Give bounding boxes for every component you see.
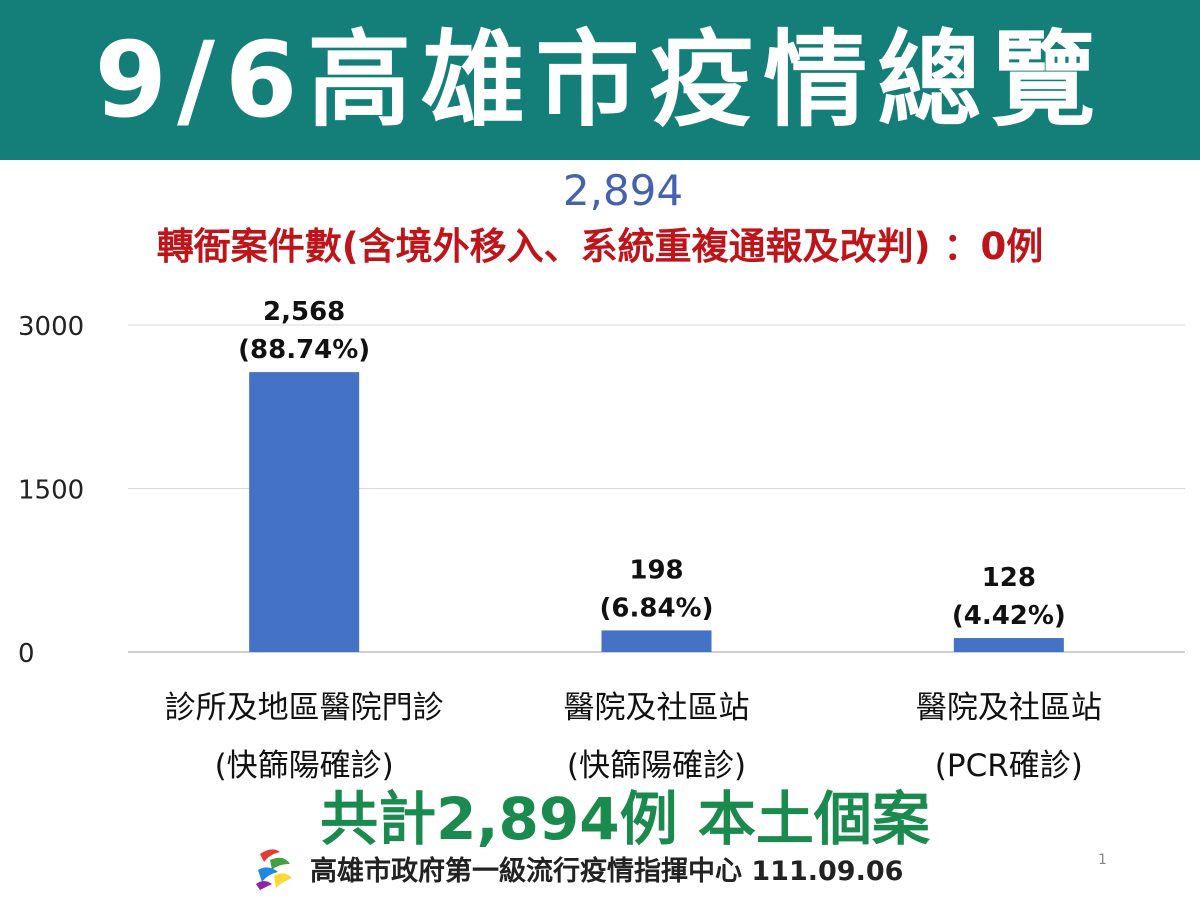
bar-chart: 0 1500 3000 2,568 (88.74%) 診所及地區醫院門診 (快篩陽確診) 19… bbox=[18, 297, 1185, 784]
footer-text: 高雄市政府第一級流行疫情指揮中心 111.09.06 bbox=[310, 855, 904, 887]
page-number: 1 bbox=[1098, 852, 1107, 868]
bar bbox=[953, 638, 1064, 652]
y-tick-label: 0 bbox=[18, 639, 35, 669]
bar-value-label: 198 bbox=[629, 555, 683, 585]
header-banner: 9/6高雄市疫情總覽 bbox=[0, 0, 1200, 160]
footer: 高雄市政府第一級流行疫情指揮中心 111.09.06 bbox=[250, 840, 903, 896]
bar-percent-label: (6.84%) bbox=[600, 593, 714, 623]
transfer-cases-note: 轉衙案件數(含境外移入、系統重複通報及改判) ：0例 bbox=[156, 225, 1044, 268]
total-summary: 共計2,894例 本土個案 bbox=[320, 785, 930, 853]
x-category-label: 診所及地區醫院門診 bbox=[165, 690, 444, 726]
page-title: 9/6高雄市疫情總覽 bbox=[94, 19, 1106, 141]
kaohsiung-city-logo-icon bbox=[256, 849, 292, 890]
x-category-label: 醫院及社區站 bbox=[564, 690, 750, 726]
x-category-label: 醫院及社區站 bbox=[916, 690, 1102, 726]
bar bbox=[249, 372, 360, 652]
x-category-label: (快篩陽確診) bbox=[567, 748, 746, 784]
bar-percent-label: (4.42%) bbox=[952, 601, 1066, 631]
total-cases-value: 2,894 bbox=[562, 166, 684, 215]
bar-percent-label: (88.74%) bbox=[238, 335, 370, 365]
x-category-label: (PCR確診) bbox=[935, 748, 1083, 784]
y-tick-label: 3000 bbox=[18, 312, 84, 342]
bar-value-label: 128 bbox=[982, 563, 1036, 593]
bar bbox=[601, 630, 712, 652]
bar-value-label: 2,568 bbox=[263, 297, 345, 327]
x-category-label: (快篩陽確診) bbox=[215, 748, 394, 784]
y-tick-label: 1500 bbox=[18, 476, 84, 506]
